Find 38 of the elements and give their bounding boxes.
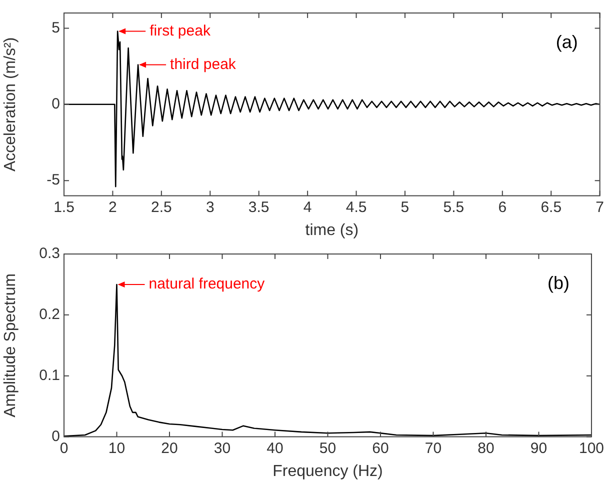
x-tick-label: 40 [266,440,284,457]
annotation: (b) [547,272,570,293]
x-tick-label: 70 [424,440,442,457]
x-tick-label: 2.5 [150,198,172,216]
x-tick-label: 60 [372,440,389,457]
x-tick-label: 4 [303,198,312,216]
x-tick-label: 90 [530,440,548,457]
x-tick-label: 80 [478,440,494,457]
x-tick-label: 6.5 [540,198,562,216]
y-tick-label: 0.3 [39,245,60,262]
y-axis-title: Acceleration (m/s²) [2,37,20,172]
annotation: (a) [556,32,578,52]
y-axis-title: Amplitude Spectrum [2,273,20,418]
y-tick-label: 0 [52,96,60,113]
y-tick-label: 0.1 [39,367,60,384]
x-tick-label: 5.5 [443,198,464,216]
annotation: natural frequency [148,276,266,293]
x-tick-label: 50 [319,440,336,457]
x-tick-label: 6 [498,198,507,216]
x-tick-label: 100 [578,440,604,457]
y-tick-label: 0.2 [39,306,60,324]
x-tick-label: 20 [161,440,178,457]
x-tick-label: 3 [206,198,214,216]
x-axis-title: time (s) [305,222,359,239]
x-tick-label: 4.5 [346,198,367,216]
x-axis-title: Frequency (Hz) [272,462,383,480]
x-tick-label: 3.5 [248,198,270,216]
x-tick-label: 1.5 [54,198,74,216]
y-tick-label: -5 [46,172,60,189]
x-tick-label: 30 [214,440,231,457]
x-tick-label: 5 [400,198,410,216]
x-tick-label: 7 [596,198,604,216]
y-tick-label: 5 [52,19,60,36]
x-tick-label: 10 [108,440,126,457]
annotation: third peak [170,56,236,73]
annotation: first peak [150,22,211,40]
y-tick-label: 0 [52,428,60,445]
x-tick-label: 2 [108,198,117,216]
